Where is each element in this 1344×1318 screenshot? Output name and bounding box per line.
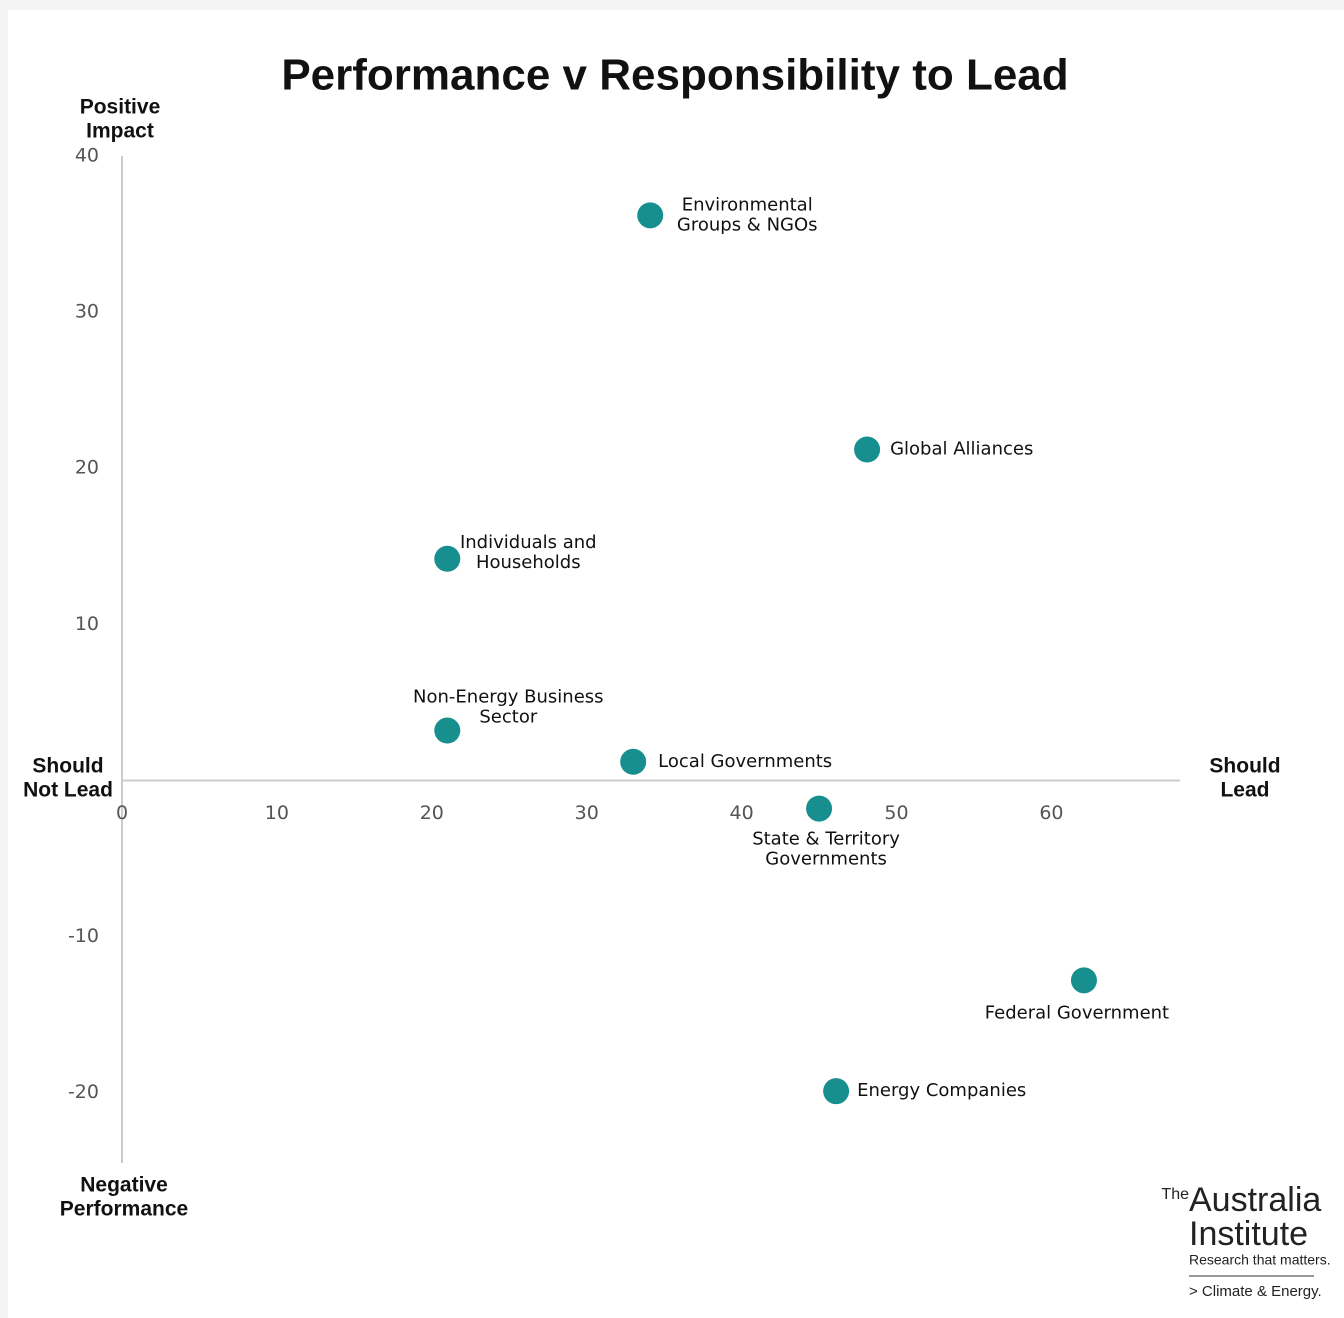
x-tick-label: 50 bbox=[884, 802, 908, 824]
quadrant-label: Lead bbox=[1220, 779, 1269, 802]
quadrant-label: Impact bbox=[86, 120, 154, 143]
point-label: Governments bbox=[765, 849, 887, 870]
quadrant-label: Should bbox=[1209, 755, 1280, 778]
point bbox=[806, 795, 833, 822]
point bbox=[434, 717, 461, 744]
logo-text: > Climate & Energy. bbox=[1189, 1283, 1322, 1300]
x-tick-label: 40 bbox=[730, 802, 754, 824]
point-label: Households bbox=[476, 552, 581, 573]
y-tick-label: -20 bbox=[68, 1081, 99, 1103]
point bbox=[637, 202, 664, 229]
logo-text: Australia bbox=[1189, 1181, 1321, 1219]
point-label: Environmental bbox=[682, 194, 813, 215]
chart-title: Performance v Responsibility to Lead bbox=[281, 51, 1068, 100]
point-label: Federal Government bbox=[985, 1002, 1169, 1023]
point bbox=[854, 436, 881, 463]
y-tick-label: 20 bbox=[75, 457, 99, 479]
point bbox=[434, 545, 461, 572]
logo-text: Research that matters. bbox=[1189, 1252, 1331, 1268]
point-label: State & Territory bbox=[752, 829, 900, 850]
logo-text: Institute bbox=[1189, 1215, 1308, 1253]
point-label: Groups & NGOs bbox=[677, 214, 818, 235]
x-tick-label: 60 bbox=[1039, 802, 1063, 824]
logo-text: The bbox=[1161, 1186, 1189, 1203]
y-tick-label: 30 bbox=[75, 301, 99, 323]
y-tick-label: 40 bbox=[75, 145, 99, 167]
quadrant-label: Not Lead bbox=[23, 779, 113, 802]
quadrant-label: Positive bbox=[80, 96, 161, 119]
x-tick-label: 20 bbox=[420, 802, 444, 824]
point-label: Energy Companies bbox=[857, 1080, 1026, 1101]
card bbox=[8, 10, 1344, 1318]
point-label: Non-Energy Business bbox=[413, 687, 604, 708]
x-tick-label: 10 bbox=[265, 802, 289, 824]
quadrant-label: Should bbox=[32, 755, 103, 778]
x-tick-label: 0 bbox=[116, 802, 128, 824]
x-tick-label: 30 bbox=[575, 802, 599, 824]
point-label: Sector bbox=[479, 707, 537, 728]
quadrant-label: Performance bbox=[60, 1198, 188, 1221]
quadrant-label: Negative bbox=[80, 1174, 168, 1197]
point-label: Individuals and bbox=[460, 532, 597, 553]
point bbox=[620, 748, 647, 775]
point bbox=[823, 1078, 850, 1105]
point-label: Local Governments bbox=[658, 751, 832, 772]
y-tick-label: -10 bbox=[68, 925, 99, 947]
point-label: Global Alliances bbox=[890, 439, 1033, 460]
point bbox=[1070, 967, 1097, 994]
y-tick-label: 10 bbox=[75, 613, 99, 635]
